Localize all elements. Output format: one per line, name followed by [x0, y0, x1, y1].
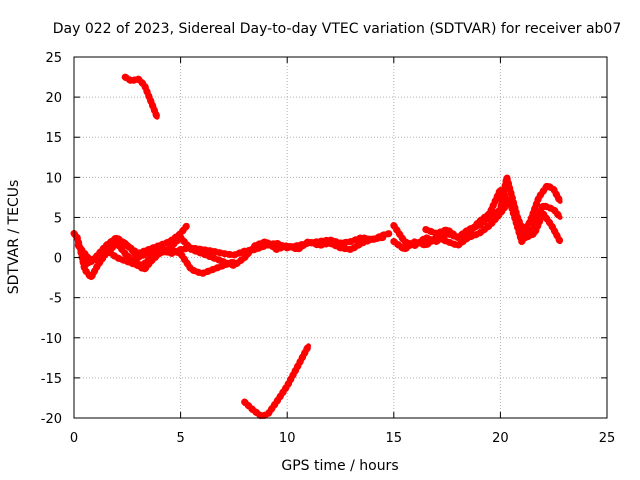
y-tick-label: 15 — [45, 131, 62, 146]
plot-frame — [73, 56, 608, 419]
axis-ticks: 0 5 10 15 20 25 -20 -15 -10 -5 0 5 10 15 20 25 — [41, 51, 616, 446]
y-tick-label: -5 — [49, 292, 62, 307]
x-tick-label: 25 — [599, 431, 616, 446]
y-tick-label: -15 — [41, 372, 62, 387]
y-tick-label: 25 — [45, 51, 62, 66]
y-tick-label: 0 — [54, 252, 62, 267]
series-markers-arc-i — [241, 342, 312, 420]
series-markers-arc-f — [390, 197, 564, 253]
series-markers-arc-c — [81, 222, 191, 270]
series-markers-arc-g — [422, 185, 564, 245]
x-axis-label: GPS time / hours — [281, 458, 398, 474]
x-tick-label: 5 — [176, 431, 184, 446]
x-tick-label: 0 — [70, 431, 78, 446]
y-tick-label: -10 — [41, 332, 62, 347]
y-tick-label: 10 — [45, 171, 62, 186]
data-series — [70, 73, 564, 420]
y-tick-label: 20 — [45, 91, 62, 106]
x-tick-label: 15 — [386, 431, 403, 446]
series-markers-arc-d — [102, 246, 238, 278]
x-tick-label: 10 — [279, 431, 296, 446]
y-tick-label: -20 — [41, 412, 62, 427]
series-markers-arc-h — [121, 73, 161, 121]
y-tick-label: 5 — [54, 211, 62, 226]
series-markers-arc-b — [74, 234, 387, 270]
chart-title: Day 022 of 2023, Sidereal Day-to-day VTE… — [53, 21, 622, 37]
y-axis-label: SDTVAR / TECUs — [6, 180, 22, 295]
x-tick-label: 20 — [492, 431, 509, 446]
